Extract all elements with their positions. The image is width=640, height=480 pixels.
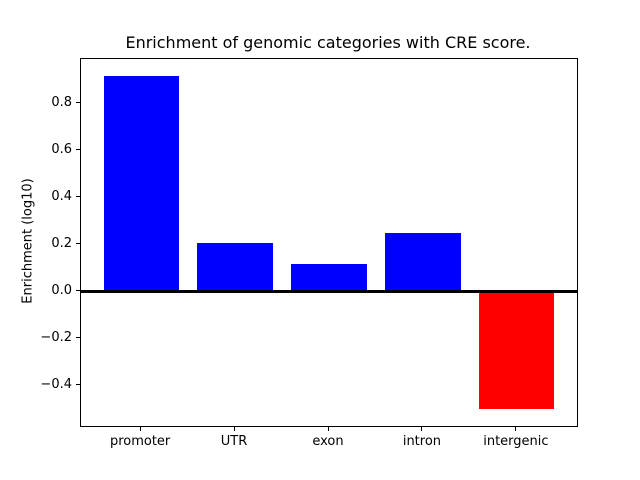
x-tick-mark <box>139 427 141 431</box>
y-tick-label: 0.6 <box>51 141 72 157</box>
zero-baseline <box>81 290 577 294</box>
x-tick-mark <box>327 427 329 431</box>
y-tick-mark <box>76 196 80 198</box>
x-tick-mark <box>233 427 235 431</box>
x-tick-label-UTR: UTR <box>220 434 248 449</box>
bar-exon <box>291 263 367 292</box>
y-tick-mark <box>76 149 80 151</box>
y-tick-label: 0.8 <box>51 94 72 110</box>
y-tick-mark <box>76 102 80 104</box>
y-tick-mark <box>76 243 80 245</box>
bar-intron <box>385 233 461 292</box>
x-tick-label-promoter: promoter <box>109 434 171 449</box>
x-tick-label-intron: intron <box>402 434 442 449</box>
x-tick-mark <box>515 427 517 431</box>
y-tick-label: 0.4 <box>51 188 72 204</box>
y-tick-label: −0.2 <box>40 329 72 345</box>
chart-title: Enrichment of genomic categories with CR… <box>125 33 531 52</box>
bar-promoter <box>103 75 179 292</box>
x-tick-label-exon: exon <box>312 434 344 449</box>
y-tick-label: 0.0 <box>51 282 72 298</box>
y-tick-label: −0.4 <box>40 376 72 392</box>
x-tick-mark <box>421 427 423 431</box>
bar-intergenic <box>479 291 555 410</box>
y-tick-mark <box>76 384 80 386</box>
bar-UTR <box>197 242 273 292</box>
plot-area <box>80 58 578 427</box>
y-tick-mark <box>76 290 80 292</box>
y-tick-label: 0.2 <box>51 235 72 251</box>
x-tick-label-intergenic: intergenic <box>483 434 549 449</box>
y-tick-mark <box>76 337 80 339</box>
